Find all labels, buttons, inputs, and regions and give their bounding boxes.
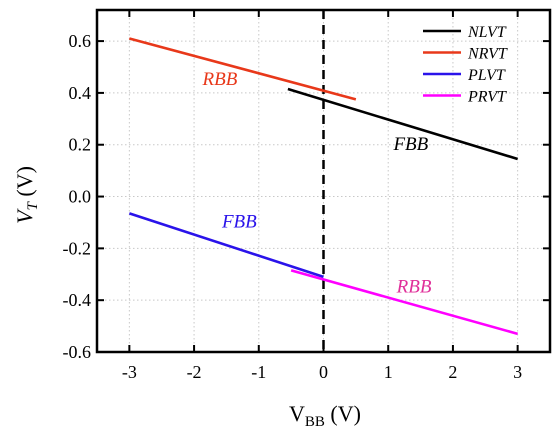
series-line-nrvt	[129, 37, 357, 101]
x-tick-label: -3	[122, 362, 137, 382]
legend-label-nlvt: NLVT	[467, 24, 507, 41]
series-line-prvt	[290, 269, 518, 336]
legend-label-nrvt: NRVT	[467, 46, 508, 63]
x-tick-label: 1	[384, 362, 393, 382]
x-axis-label: VBB (V)	[289, 401, 361, 430]
x-tick-label: 2	[448, 362, 457, 382]
annotation-label: FBB	[221, 212, 257, 233]
y-tick-label: 0.0	[69, 187, 92, 207]
axes: -3 -2 -1 0 1 2 3 0.6 0.4 0.2 0.0 -0.2 -0.4 -0.6	[63, 8, 552, 382]
series-line-plvt	[128, 212, 324, 279]
legend-label-prvt: PRVT	[467, 89, 507, 106]
x-tick-label: 0	[319, 362, 328, 382]
x-tick-label: -1	[251, 362, 266, 382]
annotation-label: RBB	[202, 69, 238, 90]
y-tick-label: 0.6	[69, 31, 92, 51]
y-tick-label: -0.2	[63, 238, 92, 258]
y-tick-label: -0.4	[63, 290, 92, 310]
x-tick-label: -2	[187, 362, 202, 382]
annotation-label: RBB	[396, 276, 432, 297]
series-layer	[128, 37, 519, 336]
annotation-label: FBB	[392, 134, 428, 155]
series-line-nlvt	[287, 87, 519, 161]
y-tick-label: 0.4	[69, 83, 92, 103]
legend-label-plvt: PLVT	[467, 67, 506, 84]
legend: NLVT NRVT PLVT PRVT	[423, 24, 508, 106]
annotations: RBB FBB FBB RBB	[202, 69, 432, 297]
x-tick-label: 3	[513, 362, 522, 382]
y-axis-label: VT (V)	[12, 166, 41, 224]
y-tick-label: 0.2	[69, 135, 92, 155]
y-tick-label: -0.6	[63, 342, 92, 362]
